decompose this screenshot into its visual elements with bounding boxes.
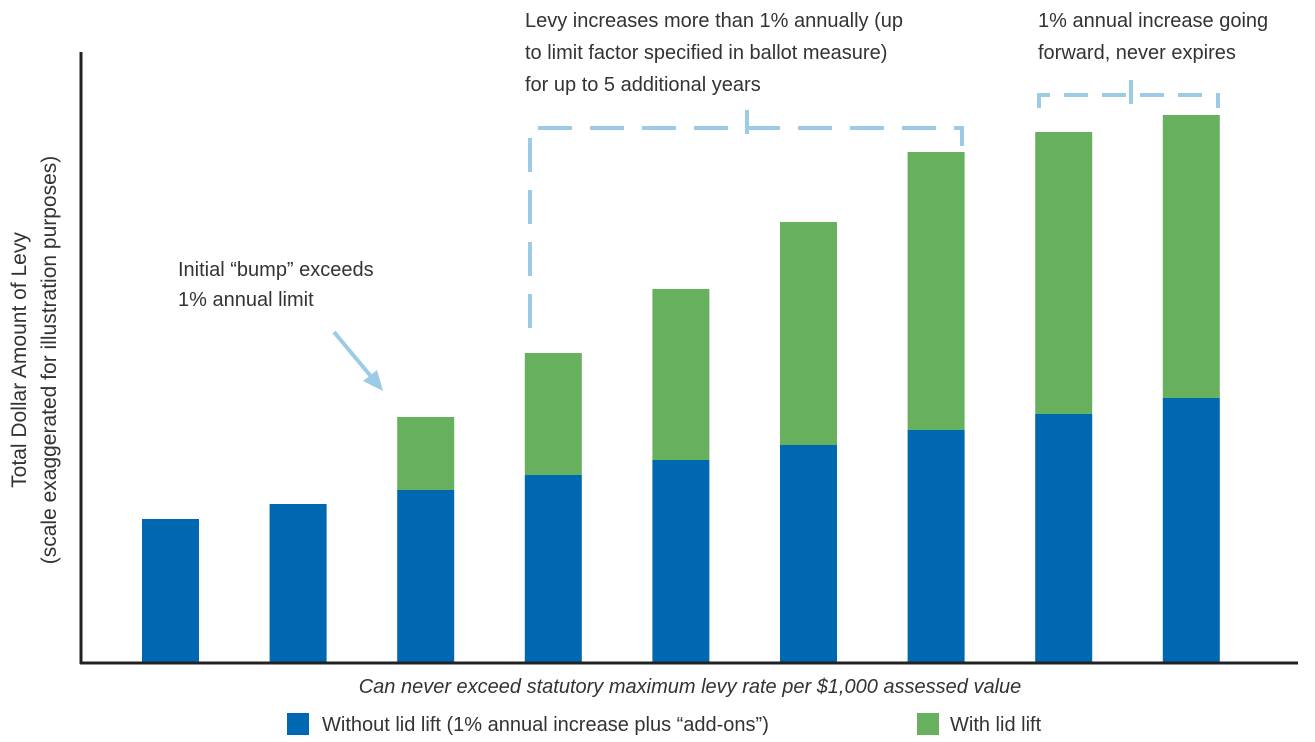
bar-without-lid-lift-9: [1162, 398, 1220, 662]
lid-lift-bracket: [528, 126, 964, 328]
bar-without-lid-lift-7: [907, 430, 965, 662]
annotation-lid-lift-line-1: Levy increases more than 1% annually (up: [525, 10, 903, 32]
bar-with-lid-lift-6: [780, 222, 837, 445]
bar-without-lid-lift-8: [1035, 414, 1093, 662]
legend-swatch-with-lid-lift: [917, 713, 939, 735]
legend-label-without-lid-lift: Without lid lift (1% annual increase plu…: [322, 714, 769, 736]
annotation-initial-bump: Initial “bump” exceeds 1% annual limit: [178, 259, 383, 391]
bar-with-lid-lift-8: [1035, 132, 1093, 414]
annotation-ongoing-increase: 1% annual increase going forward, never …: [1037, 10, 1268, 108]
annotation-lid-lift-line-3: for up to 5 additional years: [525, 74, 761, 96]
y-axis-title-line-1: Total Dollar Amount of Levy: [8, 232, 31, 488]
annotation-initial-bump-line-2: 1% annual limit: [178, 289, 314, 311]
bars-group: [142, 115, 1220, 662]
annotation-initial-bump-line-1: Initial “bump” exceeds: [178, 259, 374, 281]
bar-with-lid-lift-3: [397, 417, 455, 490]
annotation-lid-lift-period: Levy increases more than 1% annually (up…: [525, 10, 964, 328]
annotation-arrow-head: [363, 370, 383, 391]
bar-with-lid-lift-5: [652, 289, 710, 460]
bar-without-lid-lift-3: [397, 490, 455, 662]
bar-without-lid-lift-4: [524, 475, 582, 662]
y-axis-title: Total Dollar Amount of Levy (scale exagg…: [8, 156, 61, 565]
x-axis-title: Can never exceed statutory maximum levy …: [359, 676, 1022, 698]
bar-without-lid-lift-6: [780, 445, 837, 662]
bar-with-lid-lift-7: [907, 152, 965, 430]
bar-without-lid-lift-1: [142, 519, 199, 662]
legend: Without lid lift (1% annual increase plu…: [287, 713, 1042, 736]
bar-without-lid-lift-2: [269, 504, 327, 662]
bar-without-lid-lift-5: [652, 460, 710, 662]
annotation-ongoing-line-2: forward, never expires: [1038, 42, 1236, 64]
annotation-lid-lift-line-2: to limit factor specified in ballot meas…: [525, 42, 887, 64]
bar-with-lid-lift-9: [1162, 115, 1220, 398]
y-axis-title-line-2: (scale exaggerated for illustration purp…: [38, 156, 61, 565]
bar-with-lid-lift-4: [524, 353, 582, 475]
annotation-arrow-shaft: [332, 330, 376, 382]
legend-label-with-lid-lift: With lid lift: [950, 714, 1042, 736]
annotation-ongoing-line-1: 1% annual increase going: [1038, 10, 1268, 32]
ongoing-bracket: [1037, 93, 1220, 108]
legend-swatch-without-lid-lift: [287, 713, 309, 735]
